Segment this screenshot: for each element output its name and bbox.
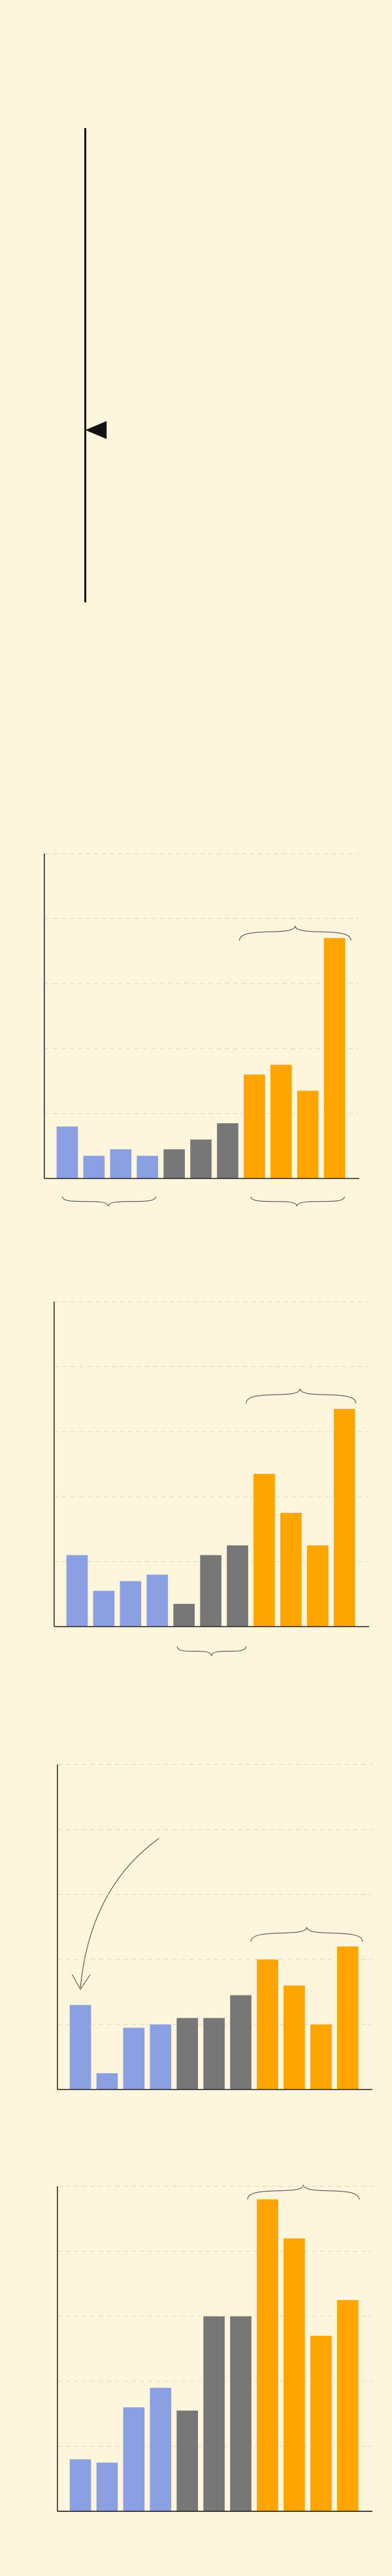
- bar: [284, 2238, 305, 2512]
- bar: [336, 1946, 359, 2090]
- bar: [66, 1555, 88, 1627]
- brace: [247, 2184, 360, 2200]
- bar: [203, 2018, 225, 2090]
- bar: [333, 1408, 355, 1627]
- bar: [190, 1139, 212, 1179]
- bar: [150, 2388, 172, 2512]
- bar: [253, 1474, 275, 1627]
- bar: [56, 1127, 78, 1179]
- bar: [310, 2335, 332, 2512]
- arrow: [71, 1838, 159, 1990]
- bar: [93, 1591, 115, 1627]
- bar: [69, 2005, 91, 2090]
- bar: [176, 2410, 199, 2512]
- bar: [163, 1149, 185, 1179]
- bar: [123, 2027, 145, 2090]
- bar: [280, 1512, 302, 1627]
- bar: [176, 2018, 199, 2090]
- bar: [69, 2459, 91, 2512]
- bar: [120, 1581, 142, 1627]
- bar: [203, 2316, 225, 2512]
- brace: [238, 925, 351, 941]
- brace: [176, 1646, 247, 1657]
- bar: [270, 1064, 292, 1179]
- bar: [323, 938, 346, 1179]
- bar: [217, 1123, 238, 1179]
- bar: [96, 2073, 118, 2090]
- bar: [257, 1959, 278, 2090]
- bar: [83, 1155, 105, 1179]
- bar: [244, 1074, 265, 1179]
- slider-handle[interactable]: [85, 420, 107, 439]
- bar: [297, 1091, 319, 1179]
- brace: [250, 1196, 345, 1207]
- bar: [306, 1545, 329, 1627]
- brace: [250, 1927, 363, 1942]
- bar: [284, 1985, 305, 2090]
- bar: [310, 2024, 332, 2090]
- bar: [123, 2407, 145, 2512]
- bar: [173, 1604, 195, 1627]
- canvas: [44, 127, 372, 2512]
- bar: [200, 1555, 221, 1627]
- bar: [336, 2299, 359, 2512]
- bar: [146, 1574, 169, 1627]
- bar: [230, 1995, 252, 2090]
- bar: [230, 2316, 252, 2512]
- bar: [137, 1155, 159, 1179]
- brace: [61, 1196, 157, 1207]
- bar: [110, 1149, 132, 1179]
- bar: [257, 2199, 278, 2512]
- brace: [246, 1388, 357, 1404]
- bar: [227, 1545, 248, 1627]
- bar: [96, 2462, 118, 2512]
- bar: [150, 2024, 172, 2090]
